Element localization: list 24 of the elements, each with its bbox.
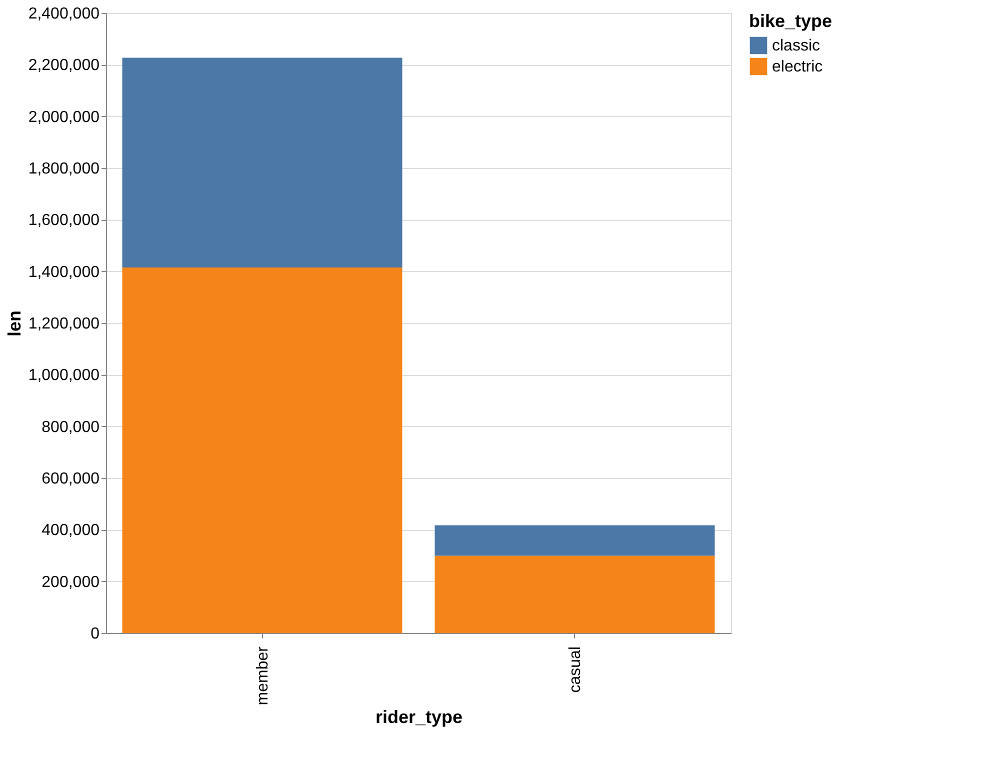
bar — [122, 267, 402, 633]
y-tick-label: 400,000 — [42, 522, 100, 540]
bar — [434, 525, 715, 556]
y-tick-label: 2,400,000 — [28, 6, 100, 22]
y-tick-label: 1,000,000 — [28, 367, 100, 384]
y-tick-label: 1,400,000 — [28, 264, 100, 281]
y-tick-label: 800,000 — [42, 418, 100, 436]
bar — [434, 556, 715, 633]
y-tick-label: 200,000 — [42, 574, 100, 591]
legend-label: classic — [772, 38, 820, 54]
y-tick-label: 2,200,000 — [28, 57, 100, 74]
x-tick-label: member — [254, 646, 272, 706]
bar — [122, 58, 402, 268]
y-tick-label: 0 — [90, 626, 100, 642]
legend-title: bike_type — [749, 11, 832, 31]
y-tick-label: 2,000,000 — [28, 108, 100, 126]
x-tick-label: casual — [566, 646, 584, 693]
y-tick-label: 600,000 — [42, 470, 100, 488]
legend-label: electric — [772, 58, 823, 76]
x-axis-title: rider_type — [375, 707, 463, 728]
y-axis-title: len — [4, 310, 24, 337]
y-tick-label: 1,600,000 — [28, 212, 100, 230]
y-tick-label: 1,200,000 — [28, 316, 100, 332]
y-tick-label: 1,800,000 — [28, 160, 100, 178]
